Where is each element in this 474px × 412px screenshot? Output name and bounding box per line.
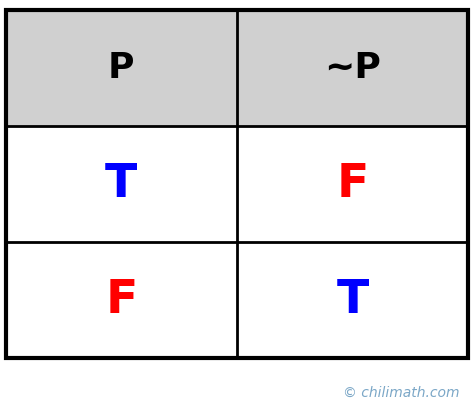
- Text: ~P: ~P: [324, 52, 381, 85]
- Bar: [6, 10, 237, 126]
- Bar: [237, 126, 468, 242]
- Bar: [6, 126, 237, 242]
- Bar: [237, 10, 468, 126]
- Bar: [6, 10, 468, 358]
- Text: T: T: [105, 162, 137, 207]
- Text: F: F: [105, 278, 137, 323]
- Bar: [6, 242, 237, 358]
- Bar: [237, 242, 468, 358]
- Text: T: T: [337, 278, 369, 323]
- Text: © chilimath.com: © chilimath.com: [343, 386, 460, 400]
- Text: F: F: [337, 162, 369, 207]
- Text: P: P: [108, 52, 135, 85]
